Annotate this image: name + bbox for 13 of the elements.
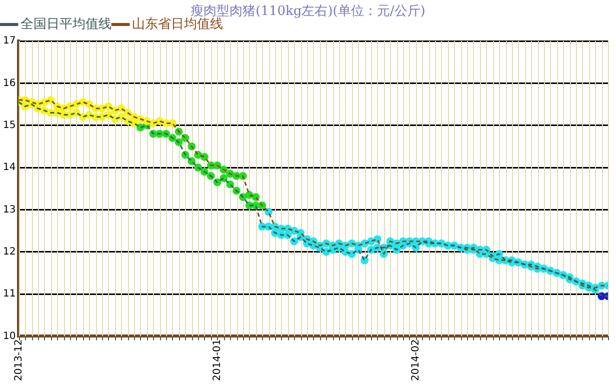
y-tick-label: 10	[2, 330, 16, 342]
y-tick-label: 15	[2, 120, 16, 131]
y-tick-label: 14	[2, 162, 16, 174]
y-tick-label: 13	[2, 204, 16, 216]
y-tick-label: 17	[2, 36, 16, 47]
x-tick-label: 2013-12	[13, 339, 24, 382]
y-tick-label: 11	[2, 288, 16, 300]
x-tick-label: 2014-01	[212, 339, 223, 382]
y-tick-label: 12	[2, 246, 16, 258]
legend-label: 山东省日均值线	[132, 16, 223, 32]
x-tick-label: 2014-02	[410, 339, 422, 382]
y-tick-label: 16	[2, 78, 16, 89]
legend-label: 全国日平均值线	[20, 16, 112, 32]
